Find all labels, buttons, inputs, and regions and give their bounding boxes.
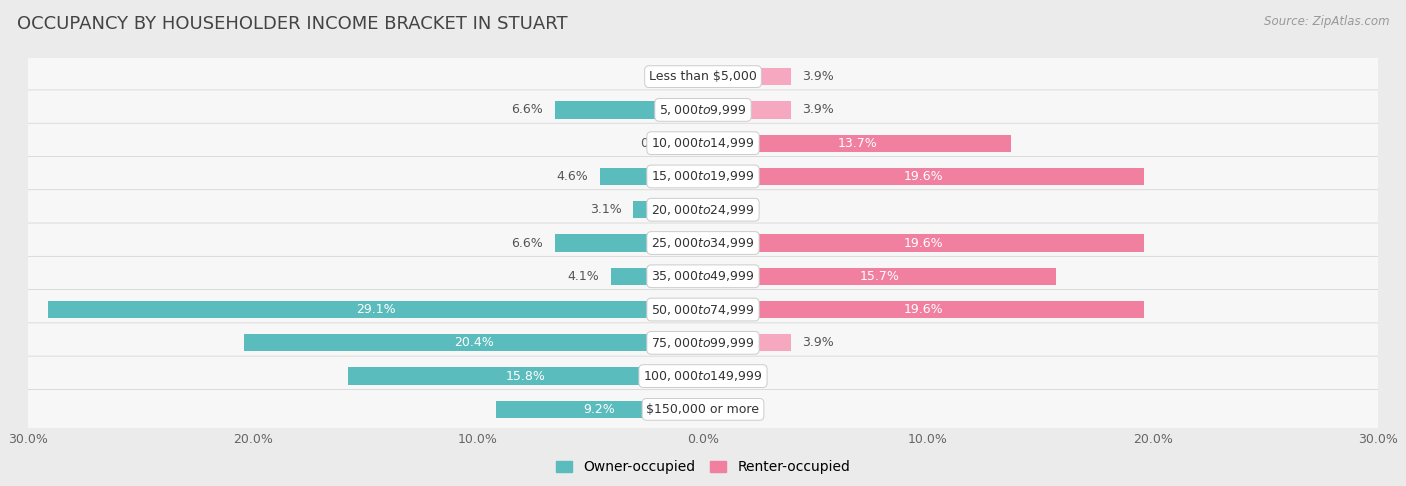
FancyBboxPatch shape bbox=[20, 156, 1386, 196]
Bar bbox=[703, 68, 790, 85]
Bar bbox=[48, 301, 703, 318]
Text: 20.4%: 20.4% bbox=[454, 336, 494, 349]
Text: 29.1%: 29.1% bbox=[356, 303, 395, 316]
Legend: Owner-occupied, Renter-occupied: Owner-occupied, Renter-occupied bbox=[550, 455, 856, 480]
Text: 3.9%: 3.9% bbox=[801, 336, 834, 349]
Text: $100,000 to $149,999: $100,000 to $149,999 bbox=[644, 369, 762, 383]
Text: 3.9%: 3.9% bbox=[801, 70, 834, 83]
Text: 6.6%: 6.6% bbox=[512, 104, 543, 117]
Bar bbox=[703, 268, 1056, 285]
Bar bbox=[496, 401, 703, 418]
Bar bbox=[703, 334, 790, 351]
FancyBboxPatch shape bbox=[20, 123, 1386, 163]
Bar bbox=[692, 135, 703, 152]
Bar bbox=[245, 334, 703, 351]
FancyBboxPatch shape bbox=[20, 90, 1386, 130]
Text: $20,000 to $24,999: $20,000 to $24,999 bbox=[651, 203, 755, 217]
Text: $15,000 to $19,999: $15,000 to $19,999 bbox=[651, 170, 755, 183]
Bar bbox=[633, 201, 703, 218]
Text: $25,000 to $34,999: $25,000 to $34,999 bbox=[651, 236, 755, 250]
FancyBboxPatch shape bbox=[20, 223, 1386, 263]
Text: 19.6%: 19.6% bbox=[904, 303, 943, 316]
Text: 4.1%: 4.1% bbox=[568, 270, 599, 283]
Bar bbox=[599, 168, 703, 185]
Text: 15.7%: 15.7% bbox=[859, 270, 900, 283]
FancyBboxPatch shape bbox=[20, 323, 1386, 363]
Text: 3.9%: 3.9% bbox=[801, 104, 834, 117]
Text: 15.8%: 15.8% bbox=[505, 369, 546, 382]
Text: 9.2%: 9.2% bbox=[583, 403, 616, 416]
Bar bbox=[610, 268, 703, 285]
Text: $5,000 to $9,999: $5,000 to $9,999 bbox=[659, 103, 747, 117]
Text: 4.6%: 4.6% bbox=[557, 170, 588, 183]
FancyBboxPatch shape bbox=[20, 356, 1386, 396]
Text: OCCUPANCY BY HOUSEHOLDER INCOME BRACKET IN STUART: OCCUPANCY BY HOUSEHOLDER INCOME BRACKET … bbox=[17, 15, 568, 33]
Text: 3.1%: 3.1% bbox=[591, 203, 621, 216]
Text: 19.6%: 19.6% bbox=[904, 237, 943, 249]
Text: 19.6%: 19.6% bbox=[904, 170, 943, 183]
Text: Source: ZipAtlas.com: Source: ZipAtlas.com bbox=[1264, 15, 1389, 28]
FancyBboxPatch shape bbox=[20, 389, 1386, 429]
Bar bbox=[703, 135, 1011, 152]
Text: 6.6%: 6.6% bbox=[512, 237, 543, 249]
Bar bbox=[703, 234, 1144, 252]
Text: $10,000 to $14,999: $10,000 to $14,999 bbox=[651, 136, 755, 150]
Text: $150,000 or more: $150,000 or more bbox=[647, 403, 759, 416]
Bar bbox=[554, 101, 703, 119]
Bar bbox=[703, 301, 1144, 318]
Text: 0.51%: 0.51% bbox=[640, 137, 681, 150]
Text: 0.0%: 0.0% bbox=[714, 203, 747, 216]
Text: Less than $5,000: Less than $5,000 bbox=[650, 70, 756, 83]
Text: $35,000 to $49,999: $35,000 to $49,999 bbox=[651, 269, 755, 283]
FancyBboxPatch shape bbox=[20, 290, 1386, 330]
Text: $75,000 to $99,999: $75,000 to $99,999 bbox=[651, 336, 755, 350]
Text: 0.0%: 0.0% bbox=[714, 369, 747, 382]
Bar bbox=[703, 101, 790, 119]
Bar bbox=[347, 367, 703, 385]
FancyBboxPatch shape bbox=[20, 57, 1386, 97]
Text: 0.0%: 0.0% bbox=[659, 70, 692, 83]
Bar bbox=[554, 234, 703, 252]
Text: 13.7%: 13.7% bbox=[837, 137, 877, 150]
Bar bbox=[703, 168, 1144, 185]
Text: $50,000 to $74,999: $50,000 to $74,999 bbox=[651, 303, 755, 316]
FancyBboxPatch shape bbox=[20, 256, 1386, 296]
FancyBboxPatch shape bbox=[20, 190, 1386, 230]
Text: 0.0%: 0.0% bbox=[714, 403, 747, 416]
